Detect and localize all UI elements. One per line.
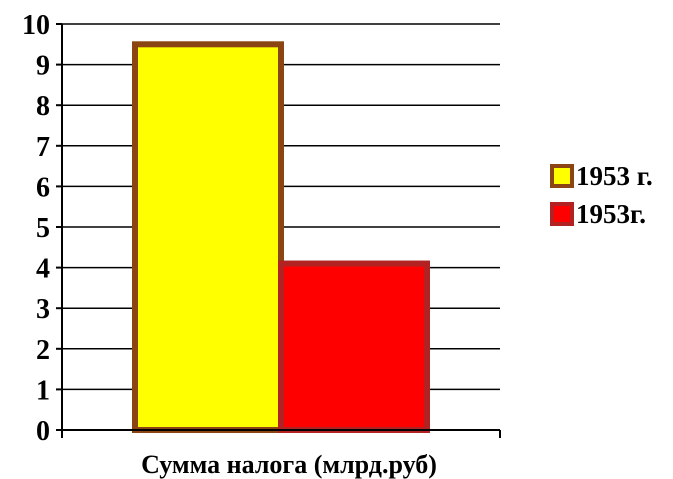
bars	[132, 41, 430, 434]
legend-label-1: 1953 г.	[576, 161, 653, 191]
y-tick-label: 10	[22, 10, 50, 41]
y-tick-label: 6	[36, 172, 50, 203]
bar-1	[132, 41, 284, 434]
y-tick-label: 4	[36, 254, 50, 285]
y-tick-label: 2	[36, 335, 50, 366]
legend-swatch-1	[550, 164, 574, 188]
y-tick-label: 3	[36, 294, 50, 325]
y-axis-ticks: 0 1 2 3 4 5 6 7 8 9 10	[22, 10, 62, 447]
y-tick-label: 8	[36, 91, 50, 122]
x-axis-label: Сумма налога (млрд.руб)	[141, 450, 437, 479]
y-tick-label: 0	[36, 416, 50, 447]
y-tick-label: 9	[36, 51, 50, 82]
y-tick-label: 7	[36, 132, 50, 163]
bar-2	[278, 260, 430, 434]
legend-swatch-2	[550, 202, 574, 226]
legend: 1953 г. 1953г.	[550, 161, 653, 229]
y-tick-label: 5	[36, 213, 50, 244]
y-tick-label: 1	[36, 375, 50, 406]
legend-label-2: 1953г.	[576, 199, 646, 229]
